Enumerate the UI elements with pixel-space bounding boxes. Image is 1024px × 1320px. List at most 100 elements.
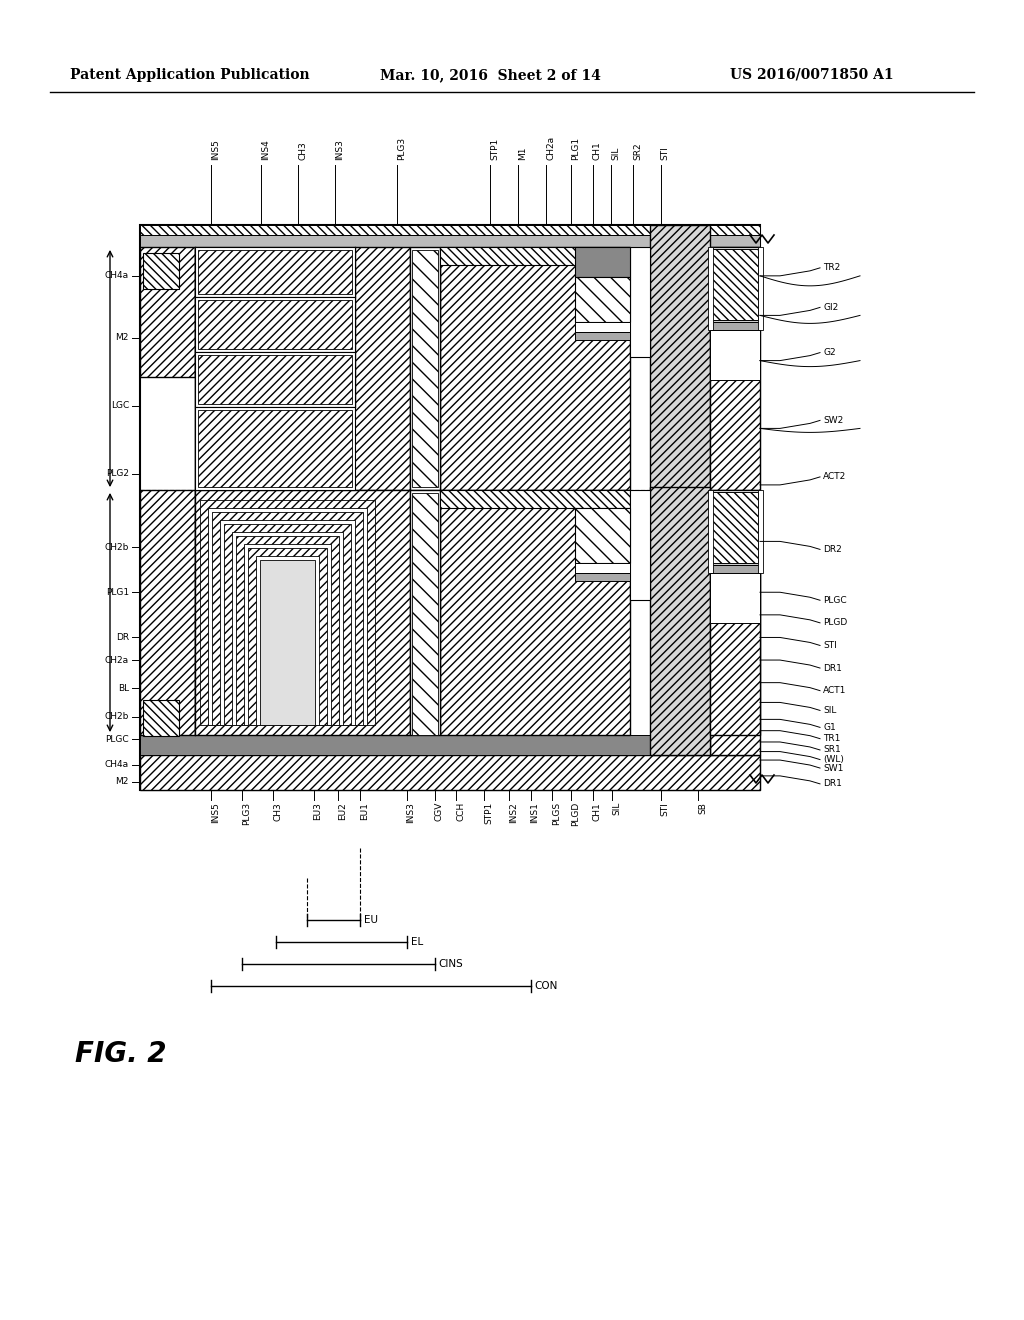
Text: G1: G1	[823, 723, 836, 731]
Text: PLG1: PLG1	[571, 137, 580, 160]
Text: STP1: STP1	[484, 803, 494, 824]
Text: EU3: EU3	[313, 803, 323, 820]
Text: SW1: SW1	[823, 763, 844, 772]
Bar	[208, 508, 367, 725]
Text: EL: EL	[411, 937, 423, 946]
Bar	[575, 564, 630, 573]
Bar	[140, 235, 760, 247]
Bar	[140, 224, 760, 789]
Text: PLG3: PLG3	[397, 137, 407, 160]
Text: DR2: DR2	[823, 545, 842, 554]
Text: SR1: SR1	[823, 746, 841, 755]
Bar	[143, 700, 179, 737]
Bar	[650, 487, 710, 755]
Bar	[236, 536, 339, 725]
Bar	[232, 532, 343, 725]
Bar	[710, 490, 760, 735]
Text: CH2b: CH2b	[104, 543, 129, 552]
Bar	[575, 573, 630, 581]
Bar	[143, 253, 179, 289]
Text: PLGC: PLGC	[105, 735, 129, 743]
Text: DR1: DR1	[823, 779, 842, 788]
Text: PLG1: PLG1	[105, 587, 129, 597]
Text: EU: EU	[365, 915, 378, 925]
Text: (WL): (WL)	[823, 755, 844, 764]
Bar	[260, 560, 315, 725]
Text: M2: M2	[116, 777, 129, 785]
Text: SIL: SIL	[612, 803, 622, 816]
Bar	[412, 249, 438, 487]
Text: BL: BL	[118, 684, 129, 693]
Text: Patent Application Publication: Patent Application Publication	[70, 69, 309, 82]
Text: ACT2: ACT2	[823, 473, 846, 482]
Bar	[712, 492, 758, 564]
Bar	[575, 508, 630, 564]
Text: INS4: INS4	[261, 139, 270, 160]
Text: DR: DR	[116, 634, 129, 642]
Text: CON: CON	[535, 981, 558, 991]
Text: STP1: STP1	[490, 137, 500, 160]
Bar	[200, 500, 375, 725]
Bar	[198, 300, 352, 348]
Bar	[212, 512, 362, 725]
Text: M2: M2	[116, 334, 129, 342]
Text: ACT1: ACT1	[823, 686, 847, 696]
Text: STI: STI	[660, 803, 670, 816]
Bar	[710, 490, 760, 565]
Bar	[195, 297, 355, 352]
Bar	[758, 490, 763, 573]
Text: INS3: INS3	[335, 139, 344, 160]
Bar	[440, 247, 630, 490]
Text: G2: G2	[823, 348, 836, 358]
Bar	[195, 490, 410, 735]
Text: CH4a: CH4a	[104, 760, 129, 770]
Text: SB: SB	[698, 803, 707, 814]
Bar	[575, 277, 630, 322]
Text: CH2a: CH2a	[546, 136, 555, 160]
Bar	[712, 249, 758, 319]
Text: CH2a: CH2a	[104, 656, 129, 664]
Bar	[195, 247, 355, 297]
Text: EU2: EU2	[338, 803, 347, 820]
Text: CH2b: CH2b	[104, 711, 129, 721]
Bar	[575, 322, 630, 333]
Text: INS5: INS5	[211, 803, 220, 822]
Text: CH1: CH1	[593, 141, 601, 160]
Bar	[195, 352, 355, 407]
Bar	[575, 333, 630, 341]
Text: PLG2: PLG2	[106, 469, 129, 478]
Bar	[710, 247, 760, 755]
Bar	[256, 556, 319, 725]
Bar	[440, 490, 630, 508]
Text: INS1: INS1	[530, 803, 540, 822]
Bar	[140, 490, 195, 735]
Text: CINS: CINS	[438, 960, 463, 969]
Text: SIL: SIL	[611, 147, 621, 160]
Text: Mar. 10, 2016  Sheet 2 of 14: Mar. 10, 2016 Sheet 2 of 14	[380, 69, 601, 82]
Text: PLGC: PLGC	[823, 595, 847, 605]
Bar	[140, 755, 760, 789]
Text: TR1: TR1	[823, 734, 841, 743]
Bar	[630, 490, 650, 601]
Bar	[140, 224, 760, 235]
Text: STI: STI	[660, 147, 670, 160]
Text: M1: M1	[518, 147, 527, 160]
Text: INS3: INS3	[407, 803, 416, 822]
Text: PLGD: PLGD	[823, 618, 847, 627]
Bar	[410, 490, 440, 735]
Text: CCH: CCH	[457, 803, 465, 821]
Bar	[630, 247, 650, 356]
Text: CH3: CH3	[273, 803, 283, 821]
Text: SR2: SR2	[633, 143, 642, 160]
Bar	[224, 524, 351, 725]
Text: GI2: GI2	[823, 302, 839, 312]
Text: PLGD: PLGD	[571, 803, 580, 826]
Bar	[140, 247, 195, 378]
Bar	[198, 249, 352, 294]
Text: PLG3: PLG3	[243, 803, 251, 825]
Text: CH1: CH1	[593, 803, 601, 821]
Bar	[708, 490, 713, 573]
Text: FIG. 2: FIG. 2	[75, 1040, 167, 1068]
Text: PLGS: PLGS	[552, 803, 561, 825]
Text: CGV: CGV	[434, 803, 443, 821]
